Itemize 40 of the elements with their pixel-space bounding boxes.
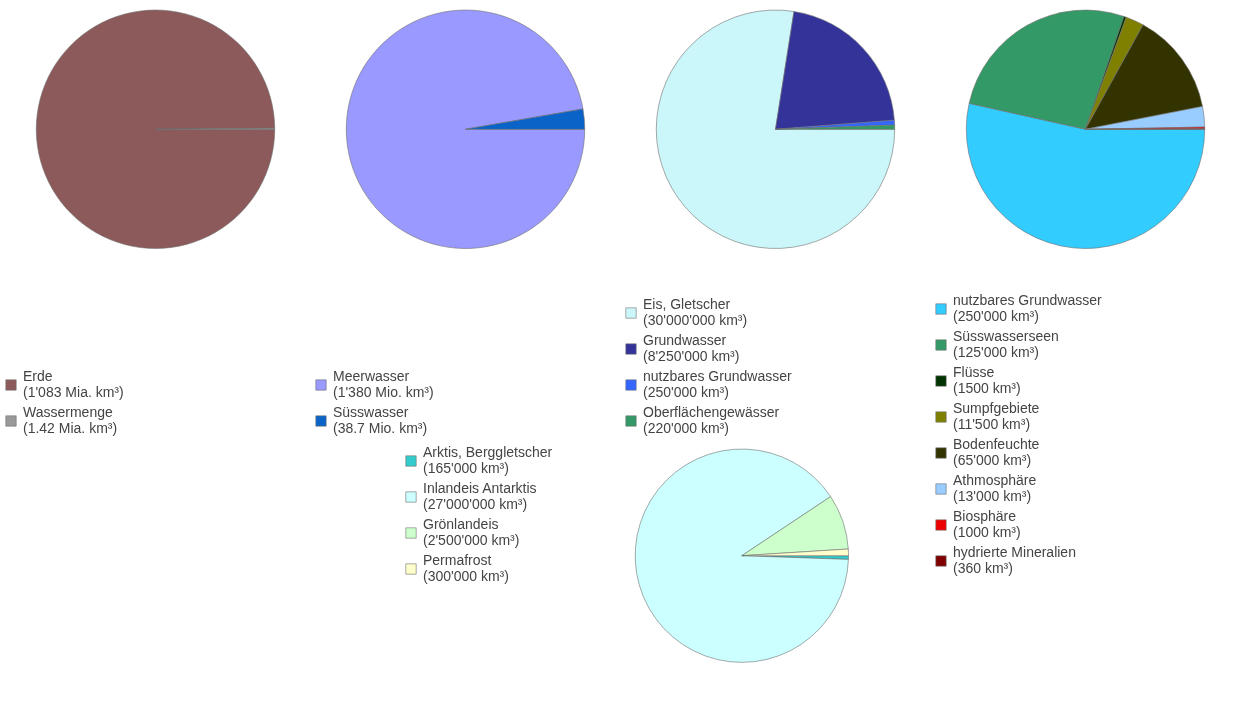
data-label: (8'250'000 km³)	[643, 348, 740, 364]
legend-label: Inlandeis Antarktis	[423, 480, 537, 496]
data-label: (30'000'000 km³)	[643, 312, 748, 328]
legend-label: Oberflächengewässer	[643, 404, 780, 420]
legend-label: Grundwasser	[643, 332, 727, 348]
legend-label: nutzbares Grundwasser	[953, 292, 1102, 308]
data-label: (165'000 km³)	[423, 460, 509, 476]
data-label: (11'500 km³)	[953, 416, 1031, 432]
data-label: (38.7 Mio. km³)	[333, 420, 428, 436]
data-label: (360 km³)	[953, 560, 1013, 576]
data-label: (1'380 Mio. km³)	[333, 384, 434, 400]
data-label: (125'000 km³)	[953, 344, 1039, 360]
data-label: (1'083 Mia. km³)	[23, 384, 124, 400]
data-label: (2'500'000 km³)	[423, 532, 520, 548]
data-label: (27'000'000 km³)	[423, 496, 528, 512]
legend-label: Grönlandeis	[423, 516, 499, 532]
legend-label: Arktis, Berggletscher	[423, 444, 553, 460]
legend-label: Erde	[23, 368, 53, 384]
legend-label: Athmosphäre	[953, 472, 1037, 488]
data-label: (300'000 km³)	[423, 568, 509, 584]
legend-label: nutzbares Grundwasser	[643, 368, 792, 384]
data-label: (1500 km³)	[953, 380, 1021, 396]
data-label: (220'000 km³)	[643, 420, 729, 436]
legend-label: Wassermenge	[23, 404, 113, 420]
data-label: (250'000 km³)	[643, 384, 729, 400]
data-label: (13'000 km³)	[953, 488, 1032, 504]
legend-label: Süsswasserseen	[953, 328, 1059, 344]
data-label: (65'000 km³)	[953, 452, 1032, 468]
data-label: (1.42 Mia. km³)	[23, 420, 118, 436]
legend-label: Biosphäre	[953, 508, 1017, 524]
legend-label: hydrierte Mineralien	[953, 544, 1076, 560]
data-label: (250'000 km³)	[953, 308, 1039, 324]
legend-label: Bodenfeuchte	[953, 436, 1040, 452]
legend-label: Sumpfgebiete	[953, 400, 1040, 416]
legend-label: Meerwasser	[333, 368, 410, 384]
data-label: (1000 km³)	[953, 524, 1021, 540]
legend-label: Flüsse	[953, 364, 995, 380]
legend-label: Eis, Gletscher	[643, 296, 731, 312]
legend-label: Süsswasser	[333, 404, 409, 420]
legend-label: Permafrost	[423, 552, 492, 568]
